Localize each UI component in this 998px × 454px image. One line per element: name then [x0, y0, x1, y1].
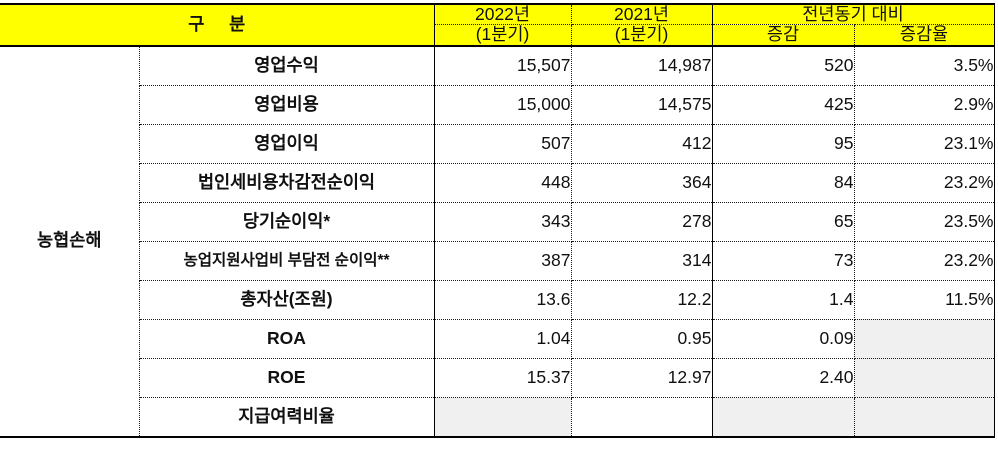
group-label-cell: 농협손해	[0, 45, 140, 438]
cell-2021: 412	[571, 124, 713, 164]
cell-change: 2.40	[712, 358, 855, 398]
cell-2022: 507	[434, 124, 572, 164]
cell-2022: 15,000	[434, 85, 572, 125]
cell-change: 0.09	[712, 319, 855, 359]
cell-rate	[854, 397, 995, 438]
header-col-2021: 2021년	[571, 3, 713, 26]
cell-2021: 278	[571, 202, 713, 242]
row-label: 당기순이익*	[139, 202, 435, 242]
header-comparison-group: 전년동기 대비	[712, 3, 995, 26]
row-label: ROA	[139, 319, 435, 359]
cell-2021: 0.95	[571, 319, 713, 359]
cell-rate: 11.5%	[854, 280, 995, 320]
cell-2022: 15.37	[434, 358, 572, 398]
header-sub-2022: (1분기)	[434, 25, 572, 47]
cell-2021: 14,987	[571, 45, 713, 86]
row-label: 법인세비용차감전순이익	[139, 163, 435, 203]
header-col-2022: 2022년	[434, 3, 572, 26]
header-row-secondary: (1분기) (1분기) 증감 증감율	[0, 25, 995, 47]
cell-rate	[854, 319, 995, 359]
row-label: ROE	[139, 358, 435, 398]
cell-2021: 12.97	[571, 358, 713, 398]
cell-2021: 314	[571, 241, 713, 281]
financial-summary-table: 구 분 2022년 2021년 전년동기 대비 (1분기) (1분기) 증감 증…	[0, 3, 995, 438]
table-row: 총자산(조원) 13.6 12.2 1.4 11.5%	[0, 280, 995, 320]
cell-change: 65	[712, 202, 855, 242]
cell-2022	[434, 397, 572, 438]
cell-rate: 2.9%	[854, 85, 995, 125]
cell-2021	[571, 397, 713, 438]
row-label: 영업비용	[139, 85, 435, 125]
cell-rate: 23.1%	[854, 124, 995, 164]
cell-rate: 3.5%	[854, 45, 995, 86]
cell-2021: 364	[571, 163, 713, 203]
table-row: ROE 15.37 12.97 2.40	[0, 358, 995, 398]
cell-change: 73	[712, 241, 855, 281]
cell-2021: 12.2	[571, 280, 713, 320]
table-row: 당기순이익* 343 278 65 23.5%	[0, 202, 995, 242]
cell-2022: 1.04	[434, 319, 572, 359]
cell-2022: 13.6	[434, 280, 572, 320]
header-row-primary: 구 분 2022년 2021년 전년동기 대비	[0, 3, 995, 47]
header-sub-change-rate: 증감율	[854, 25, 995, 47]
row-label: 총자산(조원)	[139, 280, 435, 320]
cell-change: 95	[712, 124, 855, 164]
table-row: 영업이익 507 412 95 23.1%	[0, 124, 995, 164]
cell-2021: 14,575	[571, 85, 713, 125]
cell-change: 84	[712, 163, 855, 203]
table-row: 농업지원사업비 부담전 순이익** 387 314 73 23.2%	[0, 241, 995, 281]
cell-2022: 387	[434, 241, 572, 281]
row-label: 지급여력비율	[139, 397, 435, 438]
cell-2022: 343	[434, 202, 572, 242]
row-label: 영업수익	[139, 45, 435, 86]
row-label: 영업이익	[139, 124, 435, 164]
header-sub-change: 증감	[712, 25, 855, 47]
table-row: 지급여력비율	[0, 397, 995, 438]
cell-change: 425	[712, 85, 855, 125]
header-category-cell: 구 분	[0, 3, 435, 47]
cell-change: 520	[712, 45, 855, 86]
table-row: 영업비용 15,000 14,575 425 2.9%	[0, 85, 995, 125]
cell-rate: 23.5%	[854, 202, 995, 242]
table-row: 법인세비용차감전순이익 448 364 84 23.2%	[0, 163, 995, 203]
cell-change: 1.4	[712, 280, 855, 320]
cell-rate: 23.2%	[854, 241, 995, 281]
cell-2022: 448	[434, 163, 572, 203]
table-row: ROA 1.04 0.95 0.09	[0, 319, 995, 359]
cell-change	[712, 397, 855, 438]
header-sub-2021: (1분기)	[571, 25, 713, 47]
table-row: 농협손해 영업수익 15,507 14,987 520 3.5%	[0, 45, 995, 438]
cell-rate: 23.2%	[854, 163, 995, 203]
row-label: 농업지원사업비 부담전 순이익**	[139, 241, 435, 281]
cell-2022: 15,507	[434, 45, 572, 86]
cell-rate	[854, 358, 995, 398]
